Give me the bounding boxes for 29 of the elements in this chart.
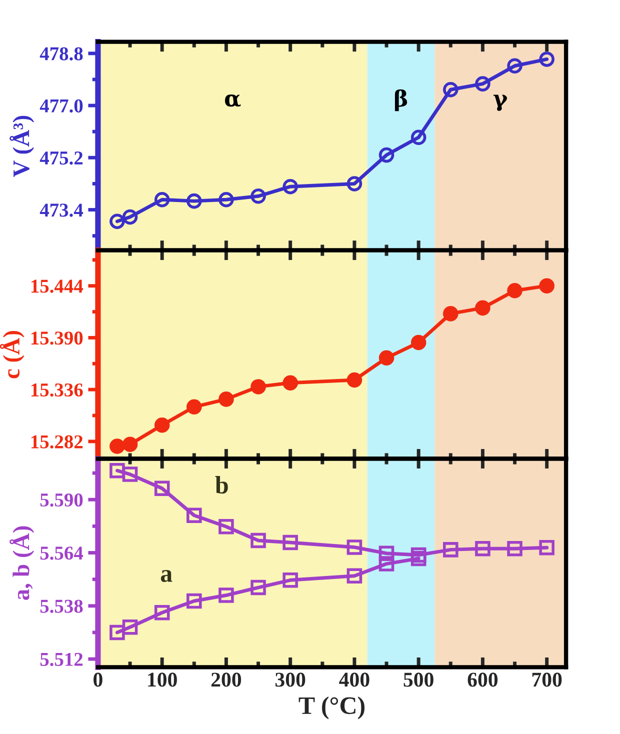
- x-tick-label: 100: [148, 672, 177, 687]
- x-tick-label: 500: [404, 672, 434, 687]
- band-label: γ: [494, 94, 507, 111]
- y-tick-label: 473.4: [40, 204, 84, 217]
- series-label: a: [160, 570, 172, 582]
- y-tick-label: 15.390: [31, 332, 83, 345]
- series-label: b: [215, 476, 228, 494]
- y-tick-label: 15.336: [31, 383, 83, 397]
- x-tick-label: 200: [211, 672, 242, 687]
- x-tick-label: 700: [532, 672, 562, 687]
- y-tick-label: 478.8: [40, 47, 83, 60]
- y-axis-title: c (Å): [0, 330, 24, 378]
- y-tick-label: 5.564: [40, 546, 84, 560]
- y-axis-title: a, b (Å): [10, 526, 34, 600]
- x-tick-label: 300: [275, 672, 306, 687]
- band-label: β: [394, 89, 408, 112]
- y-tick-label: 15.444: [31, 280, 84, 293]
- y-tick-label: 5.538: [40, 600, 83, 613]
- x-axis-title: T (°C): [298, 696, 365, 720]
- y-tick-label: 5.590: [40, 493, 83, 507]
- x-tick-label: 400: [339, 672, 370, 687]
- band-label: α: [224, 94, 241, 107]
- x-tick-label: 0: [94, 672, 102, 687]
- y-axis-title: V (Å³): [10, 116, 34, 177]
- y-tick-label: 5.512: [40, 652, 83, 666]
- y-tick-label: 477.0: [40, 99, 83, 113]
- y-tick-label: 475.2: [40, 152, 83, 165]
- y-tick-label: 15.282: [31, 435, 83, 448]
- x-tick-label: 600: [468, 672, 498, 687]
